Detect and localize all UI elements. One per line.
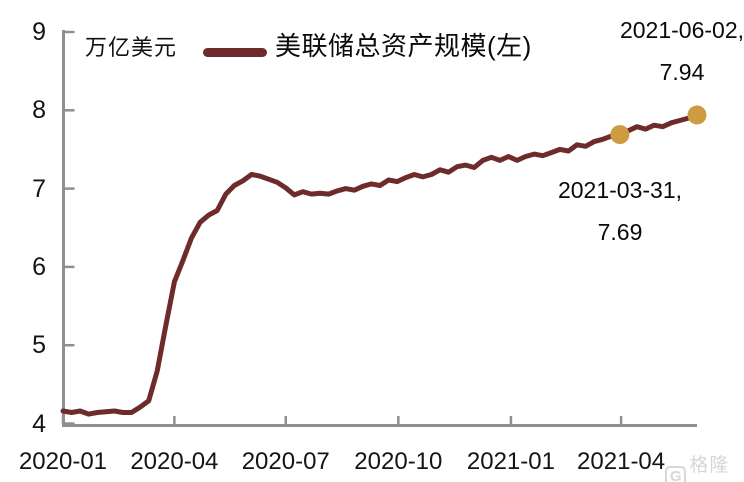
data-point-markers bbox=[610, 105, 707, 145]
data-line bbox=[60, 112, 700, 417]
y-tick-label: 7 bbox=[32, 174, 46, 203]
x-tick-label: 2020-10 bbox=[354, 448, 443, 475]
legend: 美联储总资产规模(左) bbox=[203, 26, 532, 63]
annotation-value: 7.69 bbox=[597, 219, 643, 245]
legend-label: 美联储总资产规模(左) bbox=[275, 31, 532, 61]
annotation-quarter-end-point: 2021-03-31, 7.69 bbox=[540, 169, 700, 253]
x-tick-label: 2021-01 bbox=[466, 448, 555, 475]
x-tick-label: 2021-04 bbox=[577, 448, 666, 475]
annotation-date: 2021-03-31, bbox=[557, 177, 683, 203]
y-tick-label: 9 bbox=[32, 18, 46, 46]
annotation-date: 2021-06-02, bbox=[619, 17, 744, 43]
x-tick-label: 2020-04 bbox=[130, 448, 219, 475]
y-axis-unit-label: 万亿美元 bbox=[85, 35, 178, 60]
annotation-value: 7.94 bbox=[659, 59, 705, 85]
y-tick-label: 8 bbox=[32, 96, 46, 125]
watermark-text: 格隆汇 bbox=[689, 455, 730, 476]
axis-lines bbox=[62, 30, 697, 427]
axis-ticks bbox=[61, 30, 623, 425]
x-tick-label: 2020-01 bbox=[18, 448, 108, 475]
watermark: G 格隆汇 bbox=[665, 450, 744, 482]
y-tick-label: 6 bbox=[32, 252, 46, 281]
gelonghui-logo-icon: G bbox=[665, 465, 687, 482]
x-tick-label: 2020-07 bbox=[241, 448, 330, 475]
legend-line-swatch bbox=[203, 48, 267, 57]
annotation-latest-point: 2021-06-02, 7.94 bbox=[602, 9, 744, 93]
y-tick-label: 5 bbox=[32, 331, 46, 360]
y-tick-label: 4 bbox=[32, 409, 46, 438]
